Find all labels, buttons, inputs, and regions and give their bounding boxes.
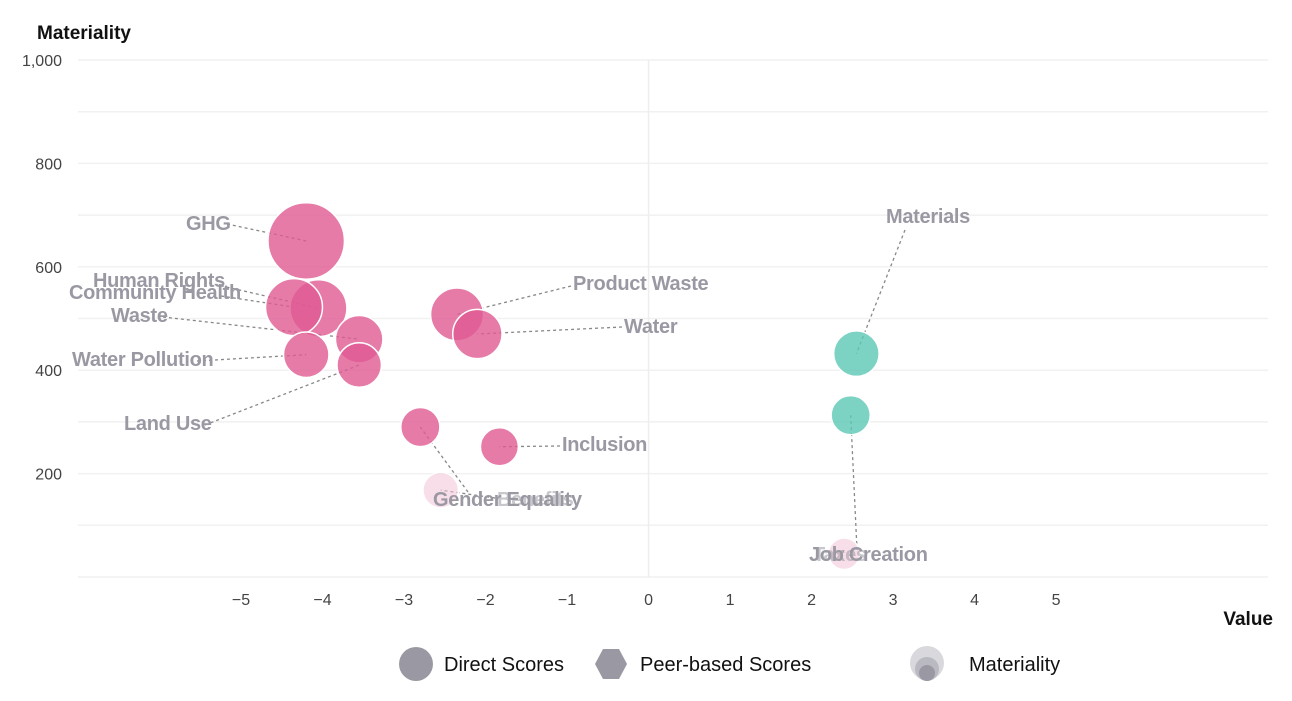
point-label: Benefits xyxy=(497,489,574,511)
point-label: Waste xyxy=(111,305,168,327)
point-label: Land Use xyxy=(124,413,212,435)
x-tick-label: −4 xyxy=(313,592,331,609)
data-point-job-creation[interactable] xyxy=(830,394,871,436)
y-tick-label: 1,000 xyxy=(22,53,62,70)
legend-item-direct-scores[interactable]: Direct Scores xyxy=(399,647,564,681)
point-label: Gender Equality xyxy=(433,489,583,511)
y-tick-label: 800 xyxy=(35,156,62,173)
x-tick-label: 1 xyxy=(726,592,735,609)
data-point-ghg[interactable] xyxy=(267,201,346,280)
point-label: Water xyxy=(624,316,678,338)
x-tick-label: 3 xyxy=(889,592,898,609)
data-point-community-health[interactable] xyxy=(264,277,324,337)
legend-materiality-small-icon xyxy=(919,665,935,681)
data-points xyxy=(264,201,880,571)
point-label: Human Rights xyxy=(93,270,225,292)
x-tick-label: −3 xyxy=(395,592,413,609)
x-tick-label: 2 xyxy=(807,592,816,609)
leader-line xyxy=(208,282,319,309)
data-point-water[interactable] xyxy=(451,308,503,360)
legend-label-materiality: Materiality xyxy=(969,654,1060,676)
y-axis-label: Materiality xyxy=(37,23,131,44)
point-label: Inclusion xyxy=(562,434,647,456)
legend-hexagon-icon xyxy=(595,649,627,679)
axis-ticks: 200 400 600 800 1,000 −5 −4 −3 −2 −1 0 1 2 3 4 5 xyxy=(22,53,1061,609)
data-point-materials[interactable] xyxy=(832,330,880,378)
point-label: Community Health xyxy=(69,282,241,304)
legend-label-peer-based-scores: Peer-based Scores xyxy=(640,654,811,676)
x-axis-label: Value xyxy=(1223,609,1273,630)
data-point-benefits[interactable] xyxy=(422,471,460,509)
legend-label-direct-scores: Direct Scores xyxy=(444,654,564,676)
data-point-land-use[interactable] xyxy=(336,342,383,389)
data-point-inclusion[interactable] xyxy=(479,426,520,467)
legend: Direct Scores Peer-based Scores Material… xyxy=(399,646,1060,681)
x-tick-label: −2 xyxy=(476,592,494,609)
y-tick-label: 400 xyxy=(35,363,62,380)
x-tick-label: 4 xyxy=(970,592,979,609)
data-point-water-pollution[interactable] xyxy=(282,331,330,379)
legend-item-materiality[interactable]: Materiality xyxy=(910,646,1060,681)
point-label: GHG xyxy=(186,213,231,235)
point-label: Water Pollution xyxy=(72,349,213,371)
legend-item-peer-based-scores[interactable]: Peer-based Scores xyxy=(595,649,811,679)
point-label: Materials xyxy=(886,206,970,228)
point-label: Product Waste xyxy=(573,273,709,295)
data-point-taxes[interactable] xyxy=(827,537,861,571)
leader-line xyxy=(204,364,360,426)
point-label: Job Creation xyxy=(809,544,928,566)
x-tick-label: −5 xyxy=(232,592,250,609)
x-tick-label: −1 xyxy=(558,592,576,609)
leader-line xyxy=(850,415,858,551)
y-tick-label: 200 xyxy=(35,467,62,484)
point-label: Taxes xyxy=(813,544,867,566)
legend-circle-icon xyxy=(399,647,433,681)
y-tick-label: 600 xyxy=(35,260,62,277)
x-tick-label: 5 xyxy=(1052,592,1061,609)
data-point-gender-equality[interactable] xyxy=(400,406,441,448)
x-tick-label: 0 xyxy=(644,592,653,609)
